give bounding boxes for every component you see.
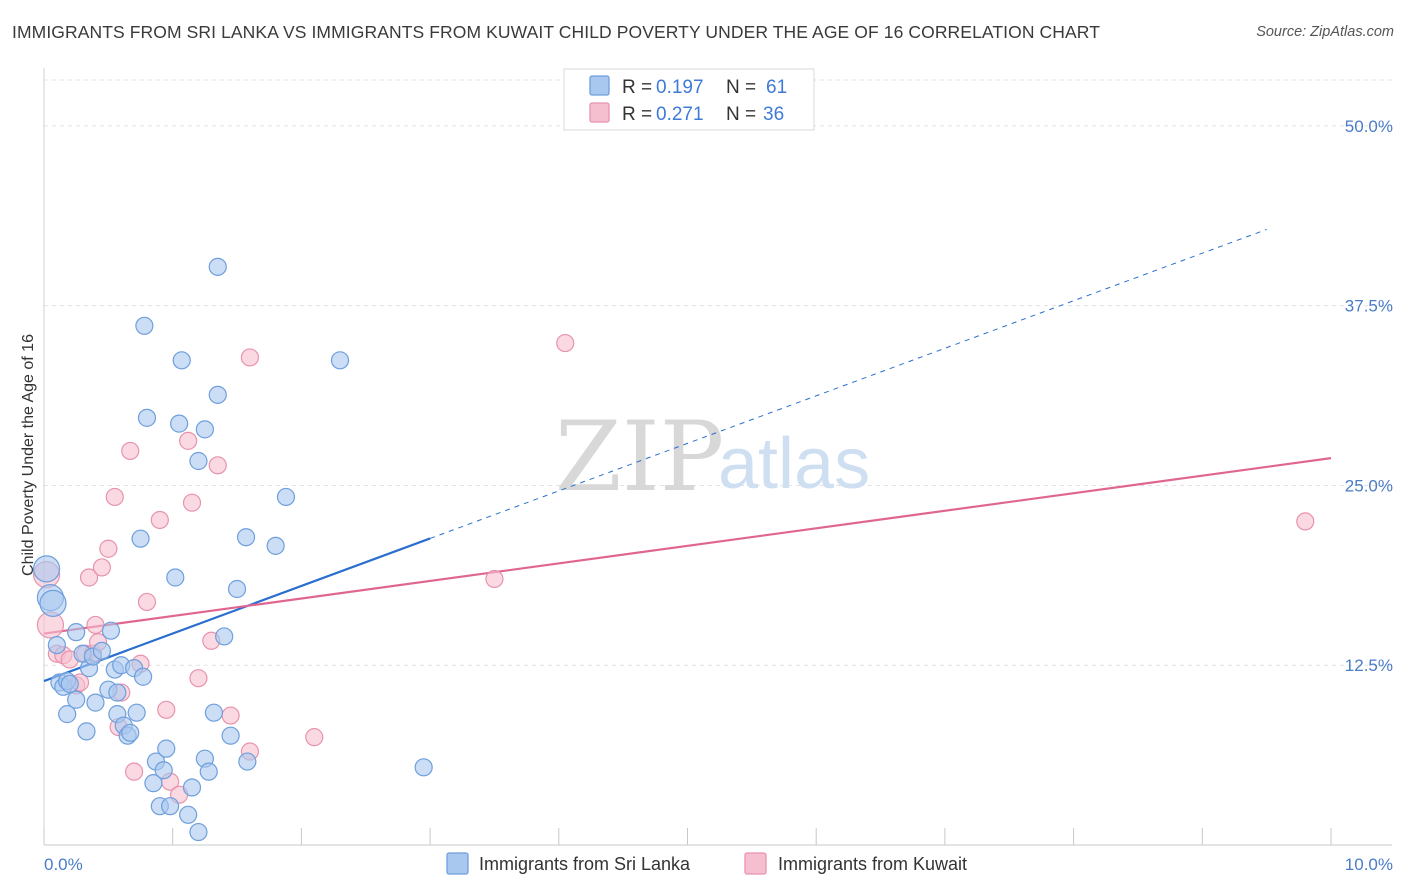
point-sri-lanka bbox=[166, 568, 185, 587]
point-kuwait bbox=[150, 510, 169, 530]
point-sri-lanka bbox=[121, 723, 140, 742]
bottom-legend-label-kuwait: Immigrants from Kuwait bbox=[778, 854, 967, 874]
point-sri-lanka bbox=[179, 805, 198, 824]
point-kuwait bbox=[556, 333, 575, 353]
point-sri-lanka bbox=[135, 316, 154, 335]
point-kuwait bbox=[124, 762, 144, 781]
point-sri-lanka bbox=[182, 778, 202, 797]
y-tick-label: 37.5% bbox=[1345, 297, 1393, 316]
point-kuwait bbox=[121, 441, 140, 461]
point-sri-lanka bbox=[154, 761, 173, 780]
point-sri-lanka bbox=[67, 623, 86, 642]
point-sri-lanka bbox=[39, 589, 67, 617]
point-sri-lanka bbox=[189, 451, 208, 471]
point-kuwait bbox=[182, 493, 202, 512]
point-kuwait bbox=[137, 592, 157, 612]
point-kuwait bbox=[92, 558, 112, 577]
point-kuwait bbox=[189, 669, 208, 688]
point-kuwait bbox=[208, 456, 227, 475]
point-sri-lanka bbox=[77, 722, 96, 741]
point-sri-lanka bbox=[414, 758, 433, 777]
chart-title: IMMIGRANTS FROM SRI LANKA VS IMMIGRANTS … bbox=[12, 22, 1100, 42]
watermark-atlas: atlas bbox=[718, 424, 870, 504]
point-kuwait bbox=[240, 348, 260, 367]
watermark-zip: ZIP bbox=[555, 401, 724, 513]
point-sri-lanka bbox=[266, 536, 285, 555]
correlation-legend: R = 0.197 N = 61 R = 0.271 N = 36 bbox=[563, 68, 815, 131]
x-tick-label-min: 0.0% bbox=[44, 855, 83, 874]
point-sri-lanka bbox=[221, 726, 240, 745]
point-sri-lanka bbox=[92, 641, 112, 660]
point-sri-lanka bbox=[208, 385, 227, 404]
y-tick-label: 50.0% bbox=[1345, 117, 1393, 136]
legend-r-label-2: R = bbox=[622, 104, 652, 125]
point-sri-lanka bbox=[215, 627, 234, 646]
point-kuwait bbox=[105, 487, 124, 507]
point-sri-lanka bbox=[172, 351, 191, 370]
point-sri-lanka bbox=[276, 487, 296, 507]
gridlines bbox=[44, 79, 1392, 666]
point-sri-lanka bbox=[144, 774, 163, 793]
point-sri-lanka bbox=[204, 703, 223, 722]
legend-n-label-2: N = bbox=[726, 104, 756, 125]
point-sri-lanka bbox=[238, 752, 257, 771]
point-sri-lanka bbox=[137, 408, 157, 427]
point-kuwait bbox=[305, 728, 324, 747]
point-kuwait bbox=[157, 700, 176, 719]
trend-line-2 bbox=[43, 457, 1332, 635]
point-sri-lanka bbox=[133, 667, 153, 686]
y-tick-label: 12.5% bbox=[1345, 656, 1393, 675]
point-sri-lanka bbox=[161, 797, 180, 816]
point-sri-lanka bbox=[227, 579, 247, 599]
axes bbox=[43, 68, 1392, 846]
data-points bbox=[32, 257, 1315, 842]
legend-n-label-1: N = bbox=[726, 77, 756, 98]
legend-swatch-kuwait bbox=[589, 102, 610, 123]
point-sri-lanka bbox=[208, 257, 227, 276]
point-kuwait bbox=[221, 706, 240, 725]
point-kuwait bbox=[179, 431, 198, 450]
point-sri-lanka bbox=[199, 762, 218, 781]
point-sri-lanka bbox=[86, 693, 105, 712]
bottom-legend-label-sri-lanka: Immigrants from Sri Lanka bbox=[479, 854, 691, 874]
y-axis-label: Child Poverty Under the Age of 16 bbox=[20, 334, 37, 576]
point-kuwait bbox=[99, 539, 118, 558]
point-sri-lanka bbox=[108, 683, 127, 702]
point-sri-lanka bbox=[101, 621, 121, 640]
point-sri-lanka bbox=[58, 705, 77, 724]
point-kuwait bbox=[485, 569, 504, 589]
point-sri-lanka bbox=[127, 703, 146, 722]
point-kuwait bbox=[79, 568, 99, 587]
bottom-legend-swatch-kuwait bbox=[744, 852, 767, 875]
point-sri-lanka bbox=[32, 555, 61, 583]
y-tick-label: 25.0% bbox=[1345, 476, 1393, 495]
point-sri-lanka bbox=[330, 351, 350, 370]
tick-labels: 12.5% 25.0% 37.5% 50.0% 0.0% 10.0% bbox=[44, 117, 1393, 874]
point-sri-lanka bbox=[47, 635, 66, 655]
point-sri-lanka bbox=[189, 822, 208, 842]
point-kuwait bbox=[1296, 512, 1315, 531]
source-label: Source: ZipAtlas.com bbox=[1256, 24, 1394, 40]
legend-r-label-1: R = bbox=[622, 77, 652, 98]
point-sri-lanka bbox=[60, 674, 79, 694]
series-legend: Immigrants from Sri Lanka Immigrants fro… bbox=[446, 852, 967, 875]
point-sri-lanka bbox=[170, 414, 189, 433]
bottom-legend-swatch-sri-lanka bbox=[446, 852, 469, 875]
watermark: ZIP atlas bbox=[555, 401, 870, 513]
x-tick-label-max: 10.0% bbox=[1345, 855, 1393, 874]
point-sri-lanka bbox=[236, 528, 256, 547]
legend-r-value-1: 0.197 bbox=[656, 77, 704, 98]
point-sri-lanka bbox=[67, 690, 86, 709]
point-sri-lanka bbox=[157, 739, 176, 758]
point-sri-lanka bbox=[195, 420, 214, 439]
legend-n-value-2: 36 bbox=[763, 104, 784, 125]
legend-n-value-1: 61 bbox=[766, 77, 787, 98]
legend-swatch-sri-lanka bbox=[589, 75, 610, 96]
point-kuwait bbox=[86, 615, 105, 635]
trend-line-extension-1 bbox=[429, 228, 1267, 539]
point-sri-lanka bbox=[131, 529, 150, 548]
legend-r-value-2: 0.271 bbox=[656, 104, 704, 125]
